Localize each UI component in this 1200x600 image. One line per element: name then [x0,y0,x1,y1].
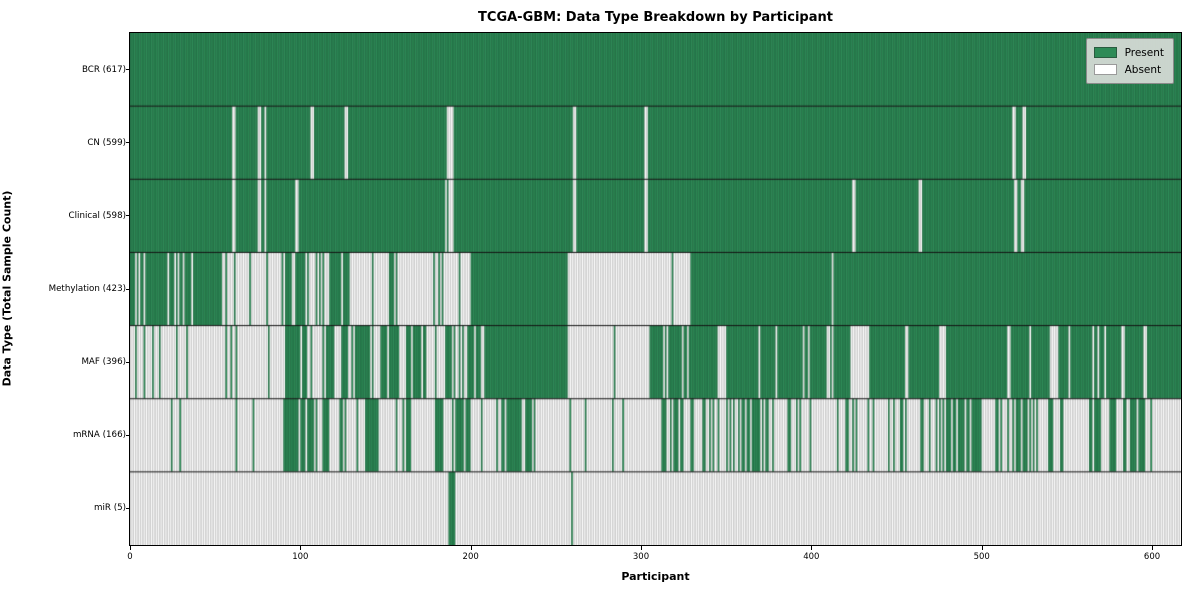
y-tick [126,288,130,290]
y-tick-label: BCR (617) [81,64,126,75]
x-tick [1152,546,1154,550]
x-tick [981,546,983,550]
y-tick [126,69,130,71]
legend: Present Absent [1085,38,1174,84]
legend-label-absent: Absent [1124,63,1162,76]
y-tick-label: MAF (396) [81,357,126,368]
x-tick-label: 300 [632,552,650,562]
y-tick-label: miR (5) [94,503,126,514]
legend-entry-absent: Absent [1093,61,1164,78]
y-tick-label: mRNA (166) [72,430,126,441]
legend-label-present: Present [1124,46,1164,59]
x-tick-label: 0 [127,552,133,562]
y-tick-label: Methylation (423) [48,284,126,294]
x-tick-label: 400 [803,552,820,562]
y-tick [126,142,130,144]
y-tick [126,361,130,363]
x-tick-label: 200 [462,552,479,562]
x-tick [300,546,302,550]
x-tick-label: 100 [292,552,309,562]
x-tick-label: 600 [1143,552,1161,562]
y-tick [126,215,130,217]
y-tick [126,507,130,509]
y-axis-label: Data Type (Total Sample Count) [0,190,14,387]
legend-swatch-absent-icon [1093,64,1117,75]
y-tick [126,434,130,436]
x-tick [470,546,472,550]
x-axis-label: Participant [621,570,690,583]
y-tick-label: Clinical (598) [68,210,126,221]
x-tick [130,546,131,550]
x-tick-label: 500 [973,552,990,562]
y-tick-label: CN (599) [87,137,126,148]
legend-swatch-present-icon [1093,47,1117,58]
plot-area: Present Absent [129,32,1182,546]
x-tick [811,546,813,550]
x-tick [641,546,643,550]
heatmap-grid [130,33,1181,545]
legend-entry-present: Present [1093,44,1164,61]
chart-title: TCGA-GBM: Data Type Breakdown by Partici… [478,10,833,25]
